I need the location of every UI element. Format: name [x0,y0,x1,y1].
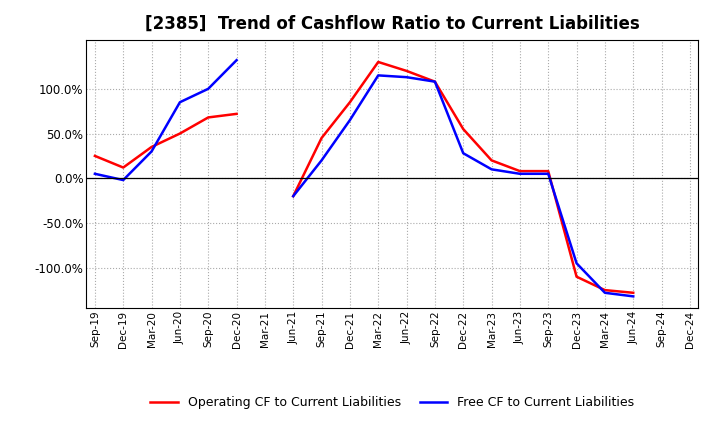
Operating CF to Current Liabilities [148,144,156,150]
Line: Free CF to Current Liabilities: Free CF to Current Liabilities [95,60,237,180]
Free CF to Current Liabilities [148,149,156,154]
Operating CF to Current Liabilities [233,111,241,117]
Operating CF to Current Liabilities [91,153,99,158]
Free CF to Current Liabilities [204,86,212,92]
Free CF to Current Liabilities [233,58,241,63]
Line: Operating CF to Current Liabilities: Operating CF to Current Liabilities [95,114,237,168]
Legend: Operating CF to Current Liabilities, Free CF to Current Liabilities: Operating CF to Current Liabilities, Fre… [145,392,639,414]
Title: [2385]  Trend of Cashflow Ratio to Current Liabilities: [2385] Trend of Cashflow Ratio to Curren… [145,15,640,33]
Operating CF to Current Liabilities [204,115,212,120]
Free CF to Current Liabilities [119,177,127,183]
Free CF to Current Liabilities [91,171,99,176]
Operating CF to Current Liabilities [176,131,184,136]
Operating CF to Current Liabilities [119,165,127,170]
Free CF to Current Liabilities [176,99,184,105]
